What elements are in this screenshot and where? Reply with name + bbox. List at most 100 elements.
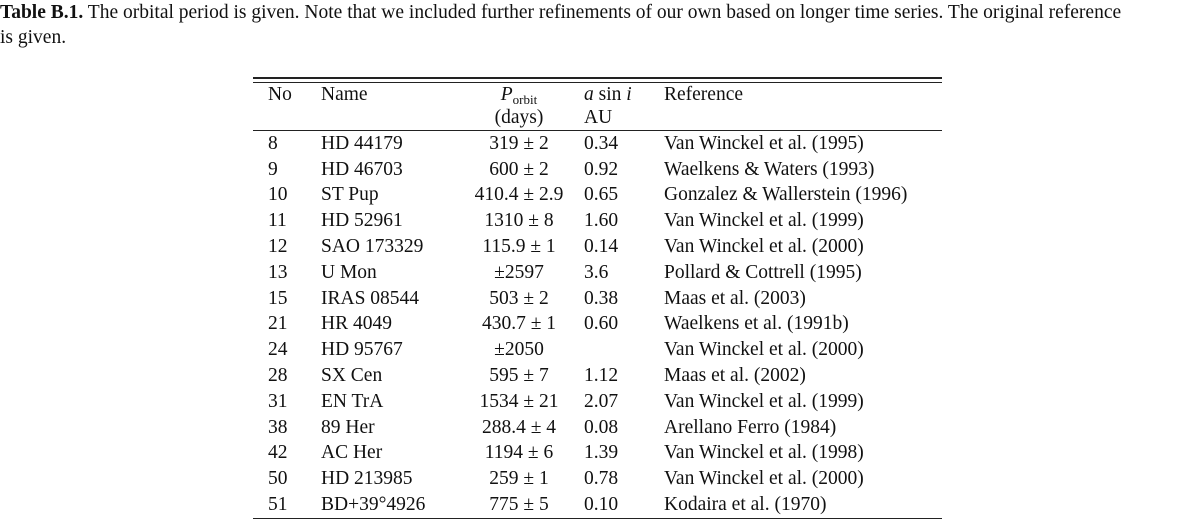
cell-period: ±2050 (494, 339, 544, 361)
cell-asini: 0.78 (584, 468, 619, 490)
cell-name: HD 213985 (321, 468, 413, 490)
table-row: 21 HR 4049 430.7 ± 1 0.60 Waelkens et al. (1… (253, 311, 942, 337)
header-no: No (268, 83, 292, 105)
table-row: 38 89 Her 288.4 ± 4 0.08 Arellano Ferro (198… (253, 415, 942, 441)
cell-reference: Waelkens et al. (1991b) (664, 313, 849, 335)
cell-name: EN TrA (321, 390, 384, 412)
cell-no: 24 (268, 339, 288, 361)
header-asini-unit: AU (584, 106, 613, 128)
cell-asini: 2.07 (584, 390, 619, 412)
cell-reference: Van Winckel et al. (1998) (664, 442, 864, 464)
cell-no: 31 (268, 390, 288, 412)
cell-no: 21 (268, 313, 288, 335)
cell-no: 13 (268, 261, 288, 283)
table-row: 42 AC Her 1194 ± 6 1.39 Van Winckel et al. (… (253, 440, 942, 466)
bottom-rule (253, 517, 942, 520)
cell-period: 503 ± 2 (489, 287, 549, 309)
header-asini-sin: sin (598, 83, 622, 105)
cell-name: BD+39°4926 (321, 494, 426, 516)
caption-text-1: The orbital period is given. Note that w… (87, 2, 1122, 23)
table-row: 10 ST Pup 410.4 ± 2.9 0.65 Gonzalez & Waller… (253, 182, 942, 208)
table-row: 15 IRAS 08544 503 ± 2 0.38 Maas et al. (2003… (253, 286, 942, 312)
orbital-period-table: No Name Porbit a sin i Reference (days) … (253, 77, 942, 520)
cell-reference: Pollard & Cottrell (1995) (664, 261, 862, 283)
table-row: 12 SAO 173329 115.9 ± 1 0.14 Van Winckel et … (253, 234, 942, 260)
table-row: 51 BD+39°4926 775 ± 5 0.10 Kodaira et al. (1… (253, 492, 942, 518)
cell-reference: Arellano Ferro (1984) (664, 416, 837, 438)
table-row: 28 SX Cen 595 ± 7 1.12 Maas et al. (2002) (253, 363, 942, 389)
table-row: 50 HD 213985 259 ± 1 0.78 Van Winckel et al.… (253, 466, 942, 492)
table-caption: Table B.1. The orbital period is given. … (0, 0, 1200, 50)
cell-asini: 0.60 (584, 313, 619, 335)
cell-no: 10 (268, 184, 288, 206)
header-period-subscript: orbit (512, 91, 538, 107)
cell-asini: 0.92 (584, 158, 619, 180)
cell-period: 430.7 ± 1 (481, 313, 557, 335)
table-row: 13 U Mon ±2597 3.6 Pollard & Cottrell (1995) (253, 260, 942, 286)
cell-asini: 1.60 (584, 210, 619, 232)
cell-name: HR 4049 (321, 313, 392, 335)
cell-no: 11 (268, 210, 287, 232)
cell-period: 410.4 ± 2.9 (474, 184, 564, 206)
header-asini: a sin i (584, 83, 664, 106)
caption-line-1: Table B.1. The orbital period is given. … (0, 0, 1200, 25)
cell-name: HD 44179 (321, 132, 403, 154)
cell-period: 775 ± 5 (489, 494, 549, 516)
cell-asini: 0.10 (584, 494, 619, 516)
cell-reference: Van Winckel et al. (2000) (664, 339, 864, 361)
top-rule-inner (253, 81, 942, 83)
cell-asini: 1.12 (584, 365, 619, 387)
cell-period: 600 ± 2 (489, 158, 549, 180)
cell-name: SX Cen (321, 365, 383, 387)
cell-no: 15 (268, 287, 288, 309)
header-asini-a: a (584, 83, 594, 105)
cell-name: SAO 173329 (321, 236, 424, 258)
cell-period: 1194 ± 6 (484, 442, 554, 464)
cell-asini: 1.39 (584, 442, 619, 464)
cell-asini: 3.6 (584, 261, 609, 283)
header-name: Name (321, 83, 368, 105)
caption-line-2: is given. (0, 27, 67, 48)
cell-reference: Van Winckel et al. (2000) (664, 468, 864, 490)
cell-reference: Waelkens & Waters (1993) (664, 158, 875, 180)
cell-no: 42 (268, 442, 288, 464)
cell-no: 12 (268, 236, 288, 258)
cell-reference: Van Winckel et al. (1995) (664, 132, 864, 154)
table-row: 31 EN TrA 1534 ± 21 2.07 Van Winckel et al. … (253, 389, 942, 415)
top-rule (253, 77, 942, 79)
cell-name: HD 95767 (321, 339, 403, 361)
mid-rule (253, 129, 942, 131)
cell-period: 595 ± 7 (489, 365, 549, 387)
cell-name: 89 Her (321, 416, 375, 438)
cell-no: 51 (268, 494, 288, 516)
header-period-symbol: P (500, 83, 513, 105)
header-reference: Reference (664, 83, 744, 105)
header-asini-i: i (626, 83, 632, 105)
cell-period: 259 ± 1 (489, 468, 549, 490)
cell-no: 9 (268, 158, 278, 180)
table-row: 24 HD 95767 ±2050 Van Winckel et al. (2000) (253, 337, 942, 363)
cell-no: 38 (268, 416, 288, 438)
cell-name: ST Pup (321, 184, 379, 206)
cell-reference: Van Winckel et al. (1999) (664, 390, 864, 412)
cell-asini: 0.38 (584, 287, 619, 309)
cell-name: U Mon (321, 261, 377, 283)
cell-name: HD 46703 (321, 158, 403, 180)
table-row: 11 HD 52961 1310 ± 8 1.60 Van Winckel et al.… (253, 208, 942, 234)
header-period: Porbit (454, 83, 584, 106)
cell-period: 288.4 ± 4 (481, 416, 557, 438)
data-table: No Name Porbit a sin i Reference (days) … (253, 83, 942, 130)
cell-asini (584, 337, 664, 363)
cell-no: 28 (268, 365, 288, 387)
header-units-row: (days) AU (253, 106, 942, 130)
cell-asini: 0.34 (584, 132, 619, 154)
header-period-unit: (days) (494, 106, 544, 128)
header-row: No Name Porbit a sin i Reference (253, 83, 942, 106)
cell-period: 1310 ± 8 (484, 210, 554, 232)
cell-reference: Maas et al. (2002) (664, 365, 806, 387)
cell-period: 319 ± 2 (489, 132, 549, 154)
cell-reference: Van Winckel et al. (1999) (664, 210, 864, 232)
caption-label: Table B.1. (0, 2, 84, 23)
data-table-body: 8 HD 44179 319 ± 2 0.34 Van Winckel et al. (… (253, 131, 942, 518)
table-row: 9 HD 46703 600 ± 2 0.92 Waelkens & Waters (1… (253, 157, 942, 183)
